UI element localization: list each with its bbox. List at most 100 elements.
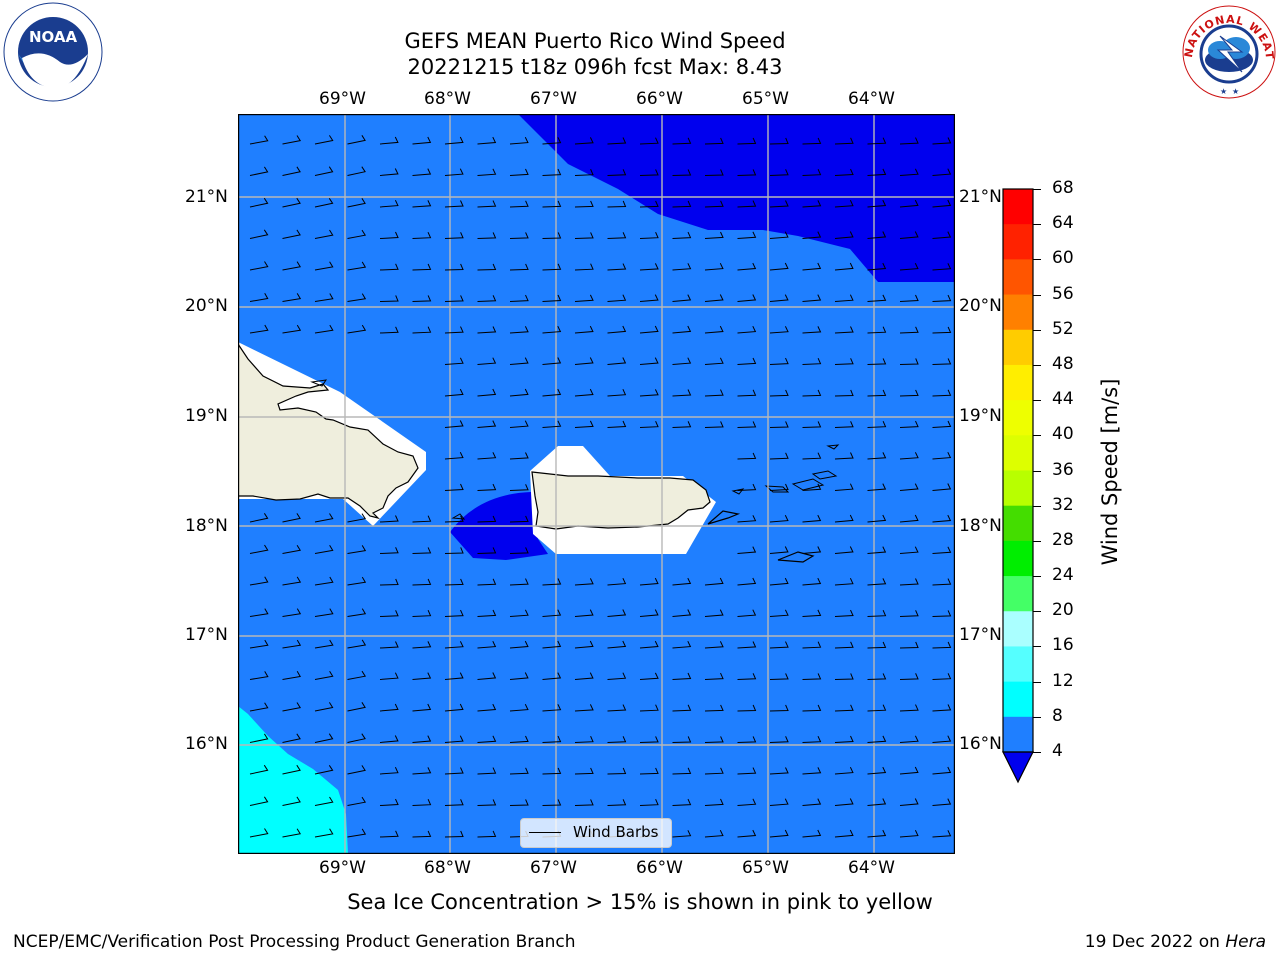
wind-barb <box>444 168 464 176</box>
wind-barb <box>867 610 887 617</box>
lat-label-right-19n: 19°N <box>959 406 1002 426</box>
lon-label-top-65w: 65°W <box>742 89 789 109</box>
wind-barb <box>412 610 432 617</box>
wind-barb <box>672 389 692 397</box>
wind-barb <box>639 609 659 617</box>
wind-barb <box>379 798 399 806</box>
wind-barb <box>867 546 887 554</box>
wind-barb <box>249 513 269 523</box>
wind-barb <box>379 641 399 649</box>
wind-barb <box>412 326 432 334</box>
wind-barb <box>542 263 562 271</box>
wind-barb <box>834 546 854 554</box>
wind-barb <box>444 136 464 145</box>
colorbar-segment <box>1003 364 1033 401</box>
wind-barb <box>932 830 952 838</box>
wind-speed-map <box>238 114 955 854</box>
wind-barb <box>834 389 854 397</box>
wind-barb <box>444 578 464 586</box>
colorbar-tick-mark <box>1033 681 1041 683</box>
wind-barb <box>249 197 269 208</box>
wind-barb <box>509 767 529 775</box>
wind-barb <box>834 609 854 617</box>
wind-barb <box>249 544 269 554</box>
wind-barb <box>282 608 302 617</box>
wind-barb <box>444 263 464 271</box>
wind-barb <box>542 609 562 617</box>
wind-barb <box>607 232 627 239</box>
wind-barb <box>802 389 822 397</box>
colorbar-tick-label: 60 <box>1052 248 1074 269</box>
wind-barb <box>607 137 627 145</box>
wind-barb <box>737 294 757 302</box>
wind-barb <box>769 577 789 586</box>
colorbar-tick-mark <box>1033 224 1041 226</box>
wind-barb <box>542 168 562 176</box>
wind-barb <box>899 262 919 271</box>
wind-barb <box>347 135 366 145</box>
wind-barb <box>672 231 692 239</box>
wind-barb <box>282 576 302 586</box>
wind-barb <box>899 798 919 806</box>
colorbar-segment <box>1003 540 1033 577</box>
colorbar-label: Wind Speed [m/s] <box>1098 378 1122 566</box>
small-cay <box>310 379 328 387</box>
lon-label-top-64w: 64°W <box>848 89 895 109</box>
wind-barb <box>769 137 789 145</box>
wind-barb <box>899 766 919 775</box>
wind-barb <box>249 324 269 334</box>
wind-barb <box>769 326 789 334</box>
wind-barb <box>802 735 822 743</box>
wind-barb <box>639 169 659 176</box>
wind-barb <box>639 577 659 586</box>
wind-barb <box>477 609 497 617</box>
wind-barb <box>899 326 919 334</box>
wind-barb <box>477 799 497 806</box>
wind-barb <box>542 578 562 586</box>
wind-barb <box>899 704 919 712</box>
wind-barb <box>932 704 952 712</box>
wind-barb <box>672 798 692 806</box>
wind-barb <box>574 357 594 365</box>
wind-barb <box>347 576 367 586</box>
wind-barb <box>834 358 854 365</box>
wind-barb <box>834 137 854 145</box>
wind-barb <box>509 703 529 712</box>
wind-barb <box>314 293 334 302</box>
wind-barb <box>542 388 562 397</box>
wind-barb <box>704 231 724 239</box>
wind-barb <box>282 671 301 680</box>
map-gridlines <box>238 114 955 854</box>
wind-barb <box>412 830 432 838</box>
wind-barb <box>704 137 724 145</box>
wind-barb <box>412 295 432 302</box>
wind-barb <box>867 231 887 239</box>
wind-barb <box>867 735 887 743</box>
wind-barb <box>574 767 594 775</box>
wind-barb <box>379 672 399 680</box>
wind-barb <box>704 421 724 428</box>
wind-barb <box>314 796 334 806</box>
colorbar-tick-label: 12 <box>1052 670 1074 691</box>
wind-barb <box>932 546 952 554</box>
wind-barb <box>867 766 887 775</box>
wind-barb <box>412 515 432 523</box>
wind-barb <box>737 200 757 208</box>
wind-barbs-legend: Wind Barbs <box>520 818 672 848</box>
wind-barb <box>672 169 692 176</box>
colorbar-tick-label: 32 <box>1052 494 1074 515</box>
wind-barb <box>607 200 627 208</box>
wind-barb <box>672 294 692 302</box>
colorbar-tick-label: 8 <box>1052 705 1063 726</box>
wind-barb <box>347 670 367 680</box>
wind-barb <box>574 578 594 586</box>
lon-label-top-66w: 66°W <box>636 89 683 109</box>
wind-barb <box>737 798 757 806</box>
wind-barb <box>769 609 789 617</box>
wind-barb <box>379 547 399 554</box>
wind-barb <box>574 420 594 428</box>
mona-island <box>451 513 466 520</box>
wind-barb <box>932 798 952 806</box>
wind-barb <box>607 640 627 649</box>
wind-barb <box>412 767 432 775</box>
